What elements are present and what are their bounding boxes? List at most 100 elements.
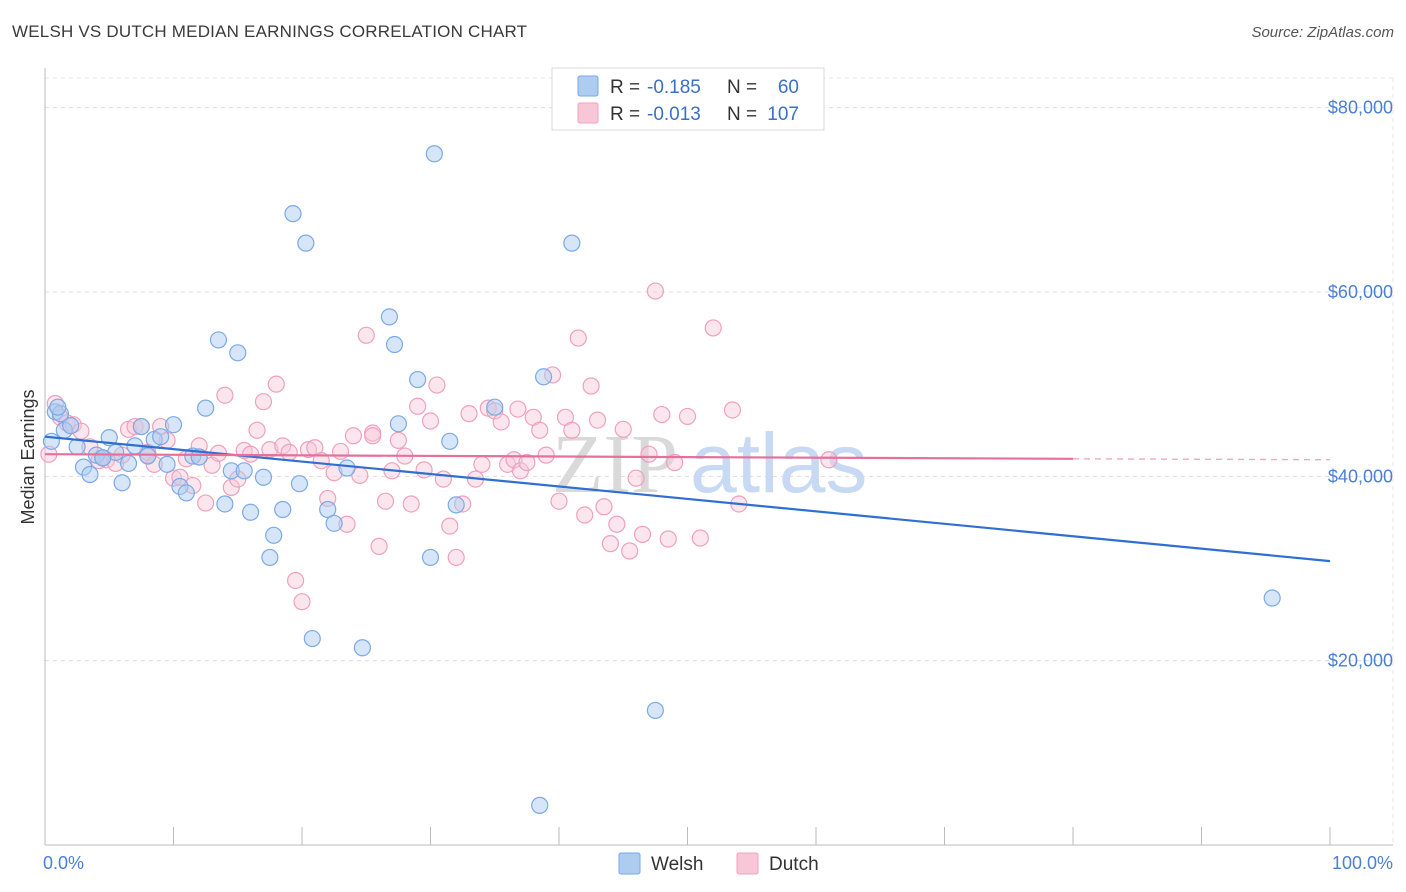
- dutch-point: [402, 495, 420, 513]
- trend-lines: [44, 435, 1331, 563]
- welsh-point: [164, 416, 183, 434]
- legend-dutch-swatch: [577, 102, 599, 124]
- welsh-point: [132, 417, 150, 436]
- welsh-point: [119, 454, 138, 473]
- welsh-point: [139, 447, 157, 465]
- y-tick-label: $80,000: [1328, 98, 1393, 118]
- dutch-point: [666, 453, 684, 472]
- welsh-point: [94, 449, 112, 467]
- bottom-legend: Welsh Dutch: [618, 852, 819, 875]
- dutch-point: [216, 386, 234, 404]
- dutch-point: [627, 469, 645, 487]
- dutch-point: [518, 453, 536, 472]
- welsh-point: [425, 145, 443, 163]
- bottom-legend-welsh-label: Welsh: [651, 854, 703, 875]
- legend-welsh-n-label: N =: [727, 77, 757, 98]
- dutch-point: [197, 494, 215, 512]
- dutch-point: [421, 412, 440, 430]
- welsh-point: [338, 459, 356, 477]
- legend-welsh-r-label: R =: [610, 77, 640, 98]
- y-tick-labels: $20,000 $40,000 $60,000 $80,000: [1328, 98, 1393, 671]
- dutch-point: [370, 537, 388, 555]
- welsh-point: [1263, 589, 1281, 607]
- welsh-point: [81, 465, 99, 484]
- welsh-point: [158, 455, 176, 473]
- source-label: Source: ZipAtlas.com: [1251, 24, 1394, 41]
- legend-dutch-r-value: -0.013: [647, 104, 701, 125]
- dutch-trend-line-extension: [1072, 458, 1331, 461]
- legend-dutch-n-value: 107: [767, 104, 799, 125]
- welsh-point: [531, 796, 549, 814]
- welsh-point: [254, 468, 273, 486]
- bottom-legend-dutch-label: Dutch: [769, 854, 819, 875]
- dutch-point: [531, 421, 549, 439]
- dutch-point: [569, 329, 587, 347]
- dutch-point: [678, 407, 697, 426]
- dutch-point: [280, 443, 298, 461]
- dutch-point: [608, 515, 626, 533]
- dutch-point: [723, 401, 742, 419]
- x-tick-labels: 0.0% 100.0%: [43, 853, 1393, 873]
- welsh-point: [447, 496, 465, 514]
- welsh-point: [646, 701, 664, 720]
- dutch-point: [473, 455, 491, 473]
- dutch-point: [640, 445, 658, 463]
- welsh-point: [49, 398, 67, 416]
- welsh-point: [261, 548, 279, 567]
- dutch-point: [389, 431, 407, 449]
- welsh-point: [563, 234, 581, 252]
- welsh-point: [290, 475, 309, 493]
- dutch-point: [415, 461, 433, 479]
- dutch-point: [357, 326, 375, 344]
- watermark: ZIP atlas: [552, 416, 867, 511]
- welsh-point: [325, 514, 343, 532]
- welsh-point: [197, 399, 215, 417]
- dutch-point: [434, 470, 452, 488]
- welsh-point: [216, 495, 234, 513]
- dutch-point: [588, 411, 607, 429]
- welsh-point: [303, 629, 321, 648]
- welsh-point: [177, 484, 195, 502]
- dutch-point: [274, 437, 292, 455]
- welsh-point: [421, 548, 440, 567]
- dutch-point: [582, 377, 600, 395]
- legend-dutch-r-label: R =: [610, 104, 640, 125]
- welsh-point: [441, 432, 459, 450]
- dutch-points: [40, 282, 838, 611]
- dutch-point: [331, 442, 350, 461]
- bottom-legend-dutch-swatch: [736, 852, 759, 875]
- welsh-point: [319, 500, 337, 519]
- welsh-point: [62, 417, 80, 435]
- dutch-point: [428, 376, 446, 394]
- welsh-point: [229, 344, 247, 362]
- dutch-point: [364, 427, 382, 445]
- welsh-point: [242, 503, 260, 521]
- welsh-trend-line: [44, 435, 1331, 563]
- welsh-point: [353, 639, 371, 657]
- legend-welsh-n-value: 60: [778, 77, 799, 98]
- welsh-point: [534, 368, 553, 386]
- dutch-point: [254, 393, 273, 411]
- dutch-point: [659, 530, 677, 548]
- y-tick-label: $60,000: [1328, 282, 1393, 302]
- dutch-point: [614, 420, 632, 438]
- dutch-point: [576, 506, 594, 524]
- welsh-point: [209, 331, 228, 349]
- dutch-point: [293, 593, 311, 611]
- axes: [44, 68, 1393, 846]
- dutch-point: [595, 498, 613, 516]
- dutch-point: [248, 421, 266, 439]
- dutch-point: [299, 440, 318, 459]
- welsh-point: [297, 234, 315, 252]
- dutch-point: [563, 421, 581, 439]
- y-axis-label: Median Earnings: [18, 389, 38, 524]
- dutch-point: [601, 535, 620, 553]
- legend-welsh-swatch: [577, 75, 599, 97]
- dutch-point: [537, 446, 555, 464]
- dutch-point: [344, 427, 362, 445]
- dutch-point: [646, 282, 664, 300]
- y-tick-label: $40,000: [1328, 466, 1393, 486]
- welsh-point: [274, 500, 292, 519]
- y-tick-label: $20,000: [1328, 651, 1393, 671]
